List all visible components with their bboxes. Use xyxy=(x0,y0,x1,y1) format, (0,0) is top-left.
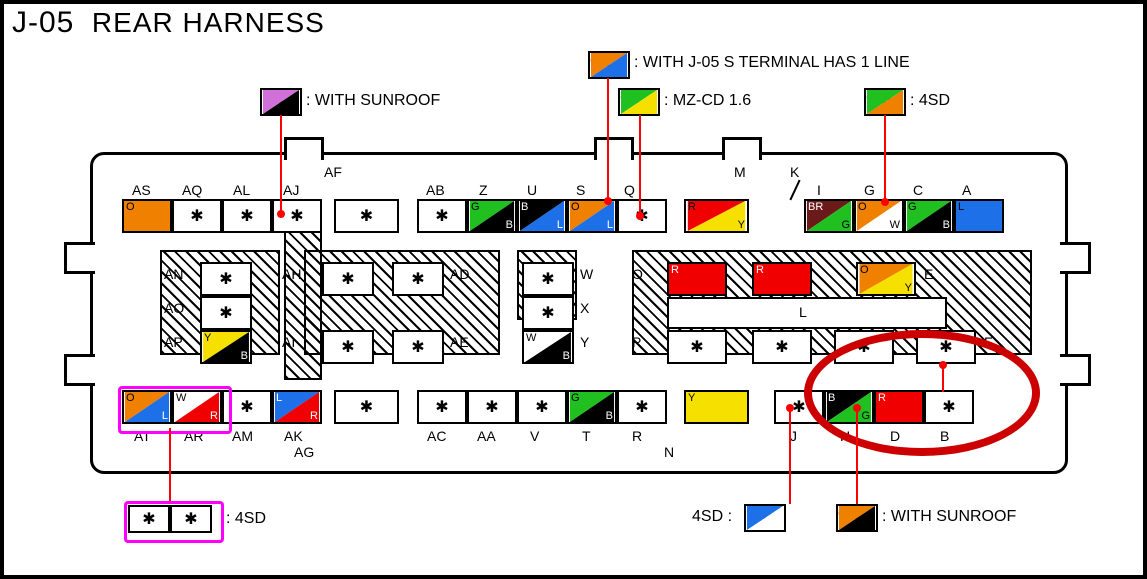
legend-sunroof-2: OB xyxy=(836,504,878,532)
cell-AA xyxy=(467,390,517,424)
cell-AP: YB xyxy=(200,330,252,364)
legend-4sd-c2 xyxy=(170,505,212,533)
legend-j05s: OL xyxy=(588,51,630,79)
cell-AL xyxy=(222,199,272,233)
cell-AK: LR xyxy=(272,390,322,424)
cell-AB xyxy=(417,199,467,233)
cell-M: RY xyxy=(684,199,749,233)
cell-AF xyxy=(334,199,399,233)
notch-3 xyxy=(722,137,762,160)
cell-I: BRG xyxy=(804,199,854,233)
cell-O: R xyxy=(667,262,727,296)
legend-b4sd: LW xyxy=(744,504,786,532)
cell-X xyxy=(522,296,574,330)
cell-mid2b xyxy=(392,330,444,364)
cell-A: L xyxy=(954,199,1004,233)
cell-P xyxy=(667,330,727,364)
legend-mzcd-text: : MZ-CD 1.6 xyxy=(664,92,751,110)
cell-AS: O xyxy=(122,199,172,233)
cell-Y: WB xyxy=(522,330,574,364)
cell-AC xyxy=(417,390,467,424)
legend-4sd-box-text: : 4SD xyxy=(226,510,266,528)
diagram-frame: J-05 REAR HARNESS PB : WITH SUNROOF OL :… xyxy=(0,0,1147,579)
cell-T: GB xyxy=(567,390,617,424)
title-name: REAR HARNESS xyxy=(92,7,325,38)
cell-AH xyxy=(322,262,374,296)
notch-2 xyxy=(594,137,634,160)
legend-b4sd-text: 4SD : xyxy=(692,508,732,526)
highlight-at-ar xyxy=(118,386,232,434)
hatch-r3 xyxy=(284,210,322,380)
legend-sunroof-2-text: : WITH SUNROOF xyxy=(882,508,1016,526)
cell-W xyxy=(522,262,574,296)
cell-AG xyxy=(334,390,399,424)
cell-G: OW xyxy=(854,199,904,233)
cell-midP2 xyxy=(752,330,812,364)
cell-U: BL xyxy=(517,199,567,233)
title-id: J-05 xyxy=(12,6,74,39)
cell-mid2a xyxy=(392,262,444,296)
legend-sunroof-1-text: : WITH SUNROOF xyxy=(306,92,440,110)
cell-AN xyxy=(200,262,252,296)
cell-K: R xyxy=(752,262,812,296)
legend-j05s-text: : WITH J-05 S TERMINAL HAS 1 LINE xyxy=(634,54,910,72)
cell-L xyxy=(667,297,947,329)
cell-E: OY xyxy=(856,262,916,296)
cell-C: GB xyxy=(904,199,954,233)
cell-N: Y xyxy=(684,390,749,424)
notch-1 xyxy=(284,137,324,160)
side-notch-r1 xyxy=(1060,242,1091,274)
legend-mzcd: GY xyxy=(618,88,660,116)
circled-region xyxy=(804,330,1040,456)
title: J-05 REAR HARNESS xyxy=(12,6,325,40)
side-notch-r2 xyxy=(1060,354,1091,386)
legend-4sd-c1 xyxy=(128,505,170,533)
legend-4sd-top: GO xyxy=(864,88,906,116)
cell-AO xyxy=(200,296,252,330)
legend-4sd-top-text: : 4SD xyxy=(910,92,950,110)
cell-V xyxy=(517,390,567,424)
cell-R xyxy=(617,390,667,424)
side-notch-l1 xyxy=(64,242,95,274)
legend-sunroof-1: PB xyxy=(260,88,302,116)
cell-AHb xyxy=(322,330,374,364)
cell-Z: GB xyxy=(467,199,517,233)
side-notch-l2 xyxy=(64,354,95,386)
cell-AQ xyxy=(172,199,222,233)
